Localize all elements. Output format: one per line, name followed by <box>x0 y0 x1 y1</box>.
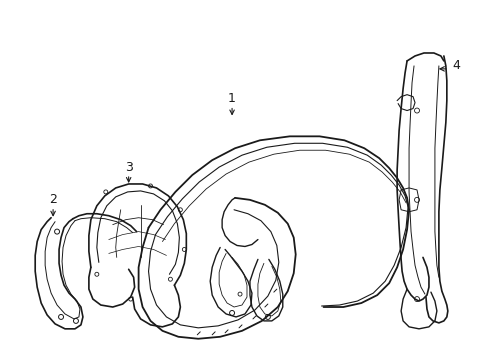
Text: 4: 4 <box>452 59 460 72</box>
Text: 1: 1 <box>228 92 236 105</box>
Text: 3: 3 <box>124 161 132 174</box>
Text: 2: 2 <box>49 193 57 206</box>
